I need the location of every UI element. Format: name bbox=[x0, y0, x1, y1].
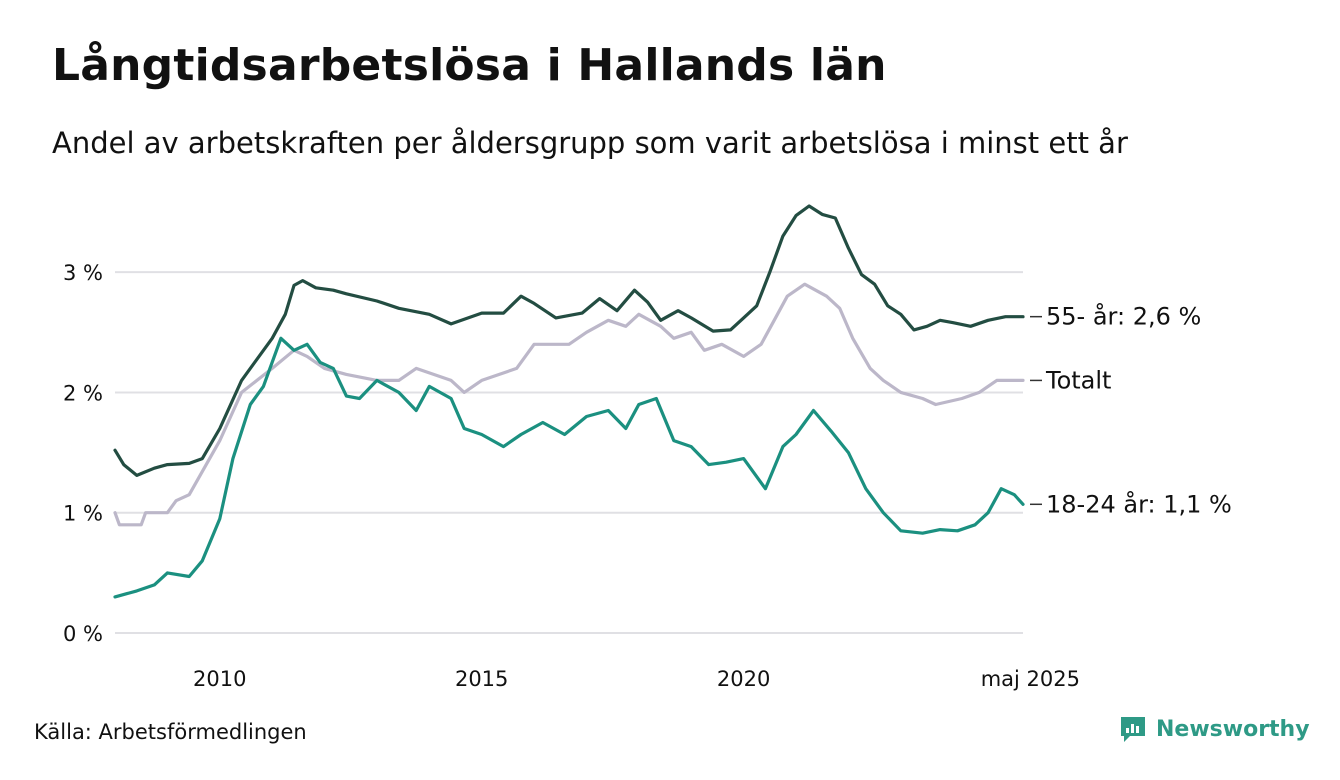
y-tick-label: 0 % bbox=[63, 622, 103, 646]
y-tick-label: 1 % bbox=[63, 502, 103, 526]
newsworthy-logo-icon bbox=[1121, 717, 1145, 742]
source-note: Källa: Arbetsförmedlingen bbox=[34, 720, 307, 744]
chart-subtitle: Andel av arbetskraften per åldersgrupp s… bbox=[52, 126, 1128, 160]
y-tick-label: 3 % bbox=[63, 261, 103, 285]
x-tick-label: 2015 bbox=[455, 667, 508, 691]
series-end-label: 55- år: 2,6 % bbox=[1046, 302, 1201, 331]
x-axis-ticks: 2010 2015 2020 maj 2025 bbox=[193, 667, 1080, 691]
series-line-18-24 bbox=[113, 336, 1025, 599]
series-line-total bbox=[113, 282, 1025, 527]
brand-logo: Newsworthy bbox=[1118, 714, 1310, 744]
series-end-labels: 55- år: 2,6 % Totalt 18-24 år: 1,1 % bbox=[1030, 302, 1232, 518]
x-tick-label: 2010 bbox=[193, 667, 246, 691]
brand-name: Newsworthy bbox=[1156, 716, 1310, 742]
series-lines bbox=[113, 204, 1025, 599]
gridlines bbox=[115, 271, 1023, 634]
y-tick-label: 2 % bbox=[63, 381, 103, 405]
y-axis-ticks: 0 % 1 % 2 % 3 % bbox=[63, 261, 103, 646]
x-tick-label: 2020 bbox=[717, 667, 770, 691]
x-tick-label: maj 2025 bbox=[981, 667, 1080, 691]
series-end-label: Totalt bbox=[1045, 366, 1111, 394]
series-end-label: 18-24 år: 1,1 % bbox=[1046, 489, 1232, 518]
chart-title: Långtidsarbetslösa i Hallands län bbox=[52, 40, 887, 91]
series-line-55 bbox=[113, 204, 1025, 477]
